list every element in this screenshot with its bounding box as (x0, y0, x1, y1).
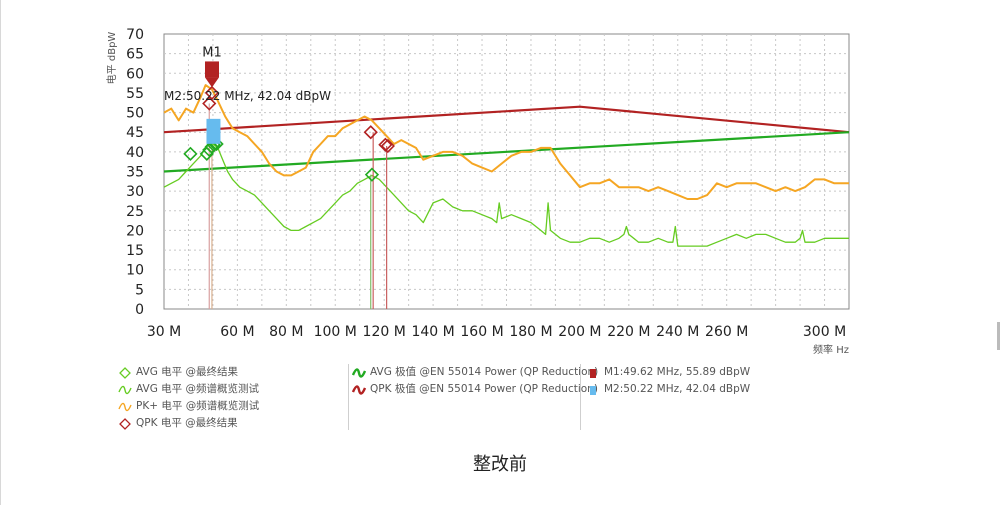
qpk-final-diamond (380, 138, 395, 154)
qpk-final-diamond (363, 125, 378, 140)
wave-icon (118, 402, 132, 411)
x-tick-label: 30 M (147, 324, 181, 340)
y-tick-label: 60 (126, 66, 144, 82)
avg-final-diamond (183, 146, 198, 161)
avg-final-diamond (364, 167, 380, 182)
x-tick-label: 120 M (363, 324, 406, 340)
chart-caption: 整改前 (473, 454, 527, 475)
x-tick-label: 260 M (705, 324, 748, 340)
legend-item: QPK 电平 @最终结果 (118, 415, 259, 432)
y-tick-label: 30 (126, 184, 144, 200)
limit-lines (163, 105, 850, 173)
y-tick-label: 65 (126, 47, 144, 63)
legend-item: AVG 极值 @EN 55014 Power (QP Reduction) (352, 364, 598, 381)
traces (163, 84, 849, 247)
y-tick-label: 0 (135, 302, 144, 318)
qpk-final-diamond (378, 137, 393, 152)
x-tick-label: 140 M (411, 324, 454, 340)
x-tick-label: 180 M (509, 324, 552, 340)
legend-label: M2:50.22 MHz, 42.04 dBpW (604, 383, 751, 395)
y-axis-label: 电平 dBpW (105, 32, 118, 85)
x-tick-labels: 30 M 60 M 80 M 100 M 120 M 140 M 160 M 180 M 200… (147, 324, 846, 340)
avg-limit-line (163, 131, 850, 173)
legend-wave (352, 384, 366, 395)
x-tick-label: 300 M (803, 324, 846, 340)
x-tick-label: 100 M (314, 324, 357, 340)
emi-chart: 0 5 10 15 20 25 30 35 40 45 50 55 60 65 70 30 M 60 M 80 … (105, 27, 850, 356)
legend-item: PK+ 电平 @频谱概览测试 (118, 398, 259, 415)
marker-annotation: M2:50.22 MHz, 42.04 dBpW (164, 89, 331, 103)
qpk-final-diamond (202, 96, 217, 111)
legend-label: AVG 电平 @最终结果 (136, 366, 239, 378)
m1-marker-body (204, 61, 219, 78)
wave-icon (352, 367, 366, 378)
scrollbar[interactable] (997, 322, 1000, 350)
legend-bar (590, 385, 596, 395)
m2-marker-body (206, 118, 221, 144)
x-axis-label: 频率 Hz (813, 343, 849, 356)
marker-icon (590, 385, 596, 395)
marker-icon (590, 368, 596, 378)
y-tick-label: 70 (126, 27, 144, 43)
pk-trace (163, 84, 849, 200)
diamond-icon (119, 417, 131, 430)
legend-label: QPK 电平 @最终结果 (136, 417, 238, 429)
legend-bar (590, 368, 596, 378)
avg-final-diamond (202, 142, 217, 158)
legend-item: M1:49.62 MHz, 55.89 dBpW (586, 364, 750, 381)
y-tick-label: 15 (126, 243, 144, 259)
legend-separator (348, 364, 349, 430)
legend-col-3: M1:49.62 MHz, 55.89 dBpW M2:50.22 MHz, 4… (586, 364, 750, 398)
legend-diamond (119, 417, 131, 430)
legend-label: QPK 极值 @EN 55014 Power (QP Reduction) (370, 383, 598, 395)
final-results (183, 85, 395, 309)
wave-icon (118, 385, 132, 394)
legend-wave (118, 402, 132, 411)
wave-icon (352, 384, 366, 395)
y-tick-label: 35 (126, 165, 144, 181)
x-tick-label: 80 M (269, 324, 303, 340)
y-tick-label: 10 (126, 263, 144, 279)
legend-diamond (119, 366, 131, 379)
x-tick-label: 220 M (607, 324, 650, 340)
legend-item: AVG 电平 @频谱概览测试 (118, 381, 259, 398)
legend-label: PK+ 电平 @频谱概览测试 (136, 400, 260, 412)
legend-item: AVG 电平 @最终结果 (118, 364, 259, 381)
legend-label: AVG 极值 @EN 55014 Power (QP Reduction) (370, 366, 599, 378)
legend-item: QPK 极值 @EN 55014 Power (QP Reduction) (352, 381, 598, 398)
y-tick-label: 20 (126, 223, 144, 239)
y-tick-label: 55 (126, 86, 144, 102)
x-tick-label: 240 M (656, 324, 699, 340)
y-tick-label: 5 (135, 282, 144, 298)
y-tick-label: 45 (126, 125, 144, 141)
avg-trace (163, 143, 849, 247)
legend-wave (352, 367, 366, 378)
grid (164, 34, 849, 309)
m1-marker-label: M1 (202, 45, 222, 60)
m1-marker-tip (204, 77, 219, 88)
y-tick-label: 50 (126, 106, 144, 122)
legend-col-2: AVG 极值 @EN 55014 Power (QP Reduction) QP… (352, 364, 598, 398)
qp-limit-line (163, 105, 850, 134)
x-tick-label: 60 M (220, 324, 254, 340)
legend-label: M1:49.62 MHz, 55.89 dBpW (604, 366, 751, 378)
x-tick-label: 200 M (558, 324, 601, 340)
legend-col-1: AVG 电平 @最终结果 AVG 电平 @频谱概览测试 PK+ 电平 @频谱概览… (118, 364, 259, 432)
markers: M1 (202, 45, 222, 144)
qpk-final-diamond (204, 85, 220, 101)
y-tick-labels: 0 5 10 15 20 25 30 35 40 45 50 55 60 65 70 (126, 27, 144, 318)
legend-separator (580, 364, 581, 430)
legend-label: AVG 电平 @频谱概览测试 (136, 383, 260, 395)
legend-wave (118, 385, 132, 394)
legend-item: M2:50.22 MHz, 42.04 dBpW (586, 381, 750, 398)
y-tick-label: 40 (126, 145, 144, 161)
x-tick-label: 160 M (460, 324, 503, 340)
y-tick-label: 25 (126, 204, 144, 220)
diamond-icon (119, 366, 131, 379)
